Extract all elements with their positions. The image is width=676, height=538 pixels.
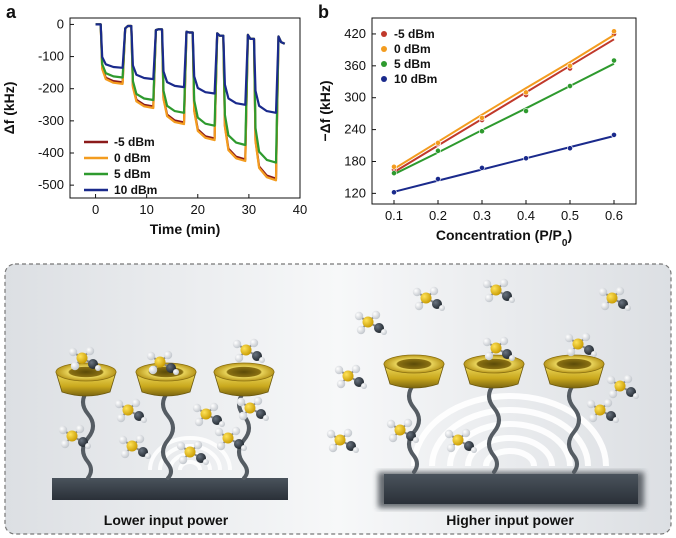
chart-b-legend-swatch xyxy=(381,31,387,37)
chart-a-xtick-label: 20 xyxy=(191,202,205,217)
left-substrate xyxy=(52,478,288,500)
chart-b-point xyxy=(435,139,441,146)
left-cup-3 xyxy=(213,362,275,397)
chart-b-legend-label: 0 dBm xyxy=(394,42,431,56)
chart-b-point xyxy=(611,28,617,35)
chart-a-xtick-label: 10 xyxy=(139,202,153,217)
chart-b-xtick-label: 0.5 xyxy=(561,208,579,223)
chart-b-point xyxy=(435,147,441,154)
chart-a-legend-label: 10 dBm xyxy=(114,183,157,197)
chart-b-point xyxy=(435,176,441,182)
right-cup-2 xyxy=(463,354,525,389)
chart-a-xlabel: Time (min) xyxy=(150,221,221,237)
chart-b-point xyxy=(567,62,573,69)
chart-a-frame xyxy=(69,17,301,199)
chart-b-point xyxy=(611,132,617,138)
chart-b-point xyxy=(479,164,485,171)
panel-b-letter: b xyxy=(318,2,329,22)
chart-b-xlabel: Concentration (P/P0) xyxy=(436,227,572,249)
chart-b-fit-line xyxy=(393,62,615,176)
chart-b-point xyxy=(391,163,397,170)
chart-b-point xyxy=(479,115,485,121)
chart-a-xtick-label: 0 xyxy=(92,202,99,217)
left-cup-2 xyxy=(135,362,197,397)
chart-b-ytick-label: 300 xyxy=(344,90,366,105)
chart-b-xtick-label: 0.2 xyxy=(429,208,447,223)
chart-b-ylabel: −Δf (kHz) xyxy=(317,80,333,141)
chart-a-ytick-label: -300 xyxy=(38,113,64,128)
chart-a-ytick-label: -500 xyxy=(38,177,64,192)
chart-a-ytick-label: 0 xyxy=(57,16,64,31)
chart-b-xtick-label: 0.4 xyxy=(517,208,535,223)
chart-a-xtick-label: 40 xyxy=(293,202,307,217)
right-caption: Higher input power xyxy=(446,512,574,528)
left-cup-1 xyxy=(55,362,117,397)
chart-b-point xyxy=(523,108,529,114)
right-substrate xyxy=(384,474,638,504)
chart-a-ytick-label: -400 xyxy=(38,145,64,160)
chart-b-ytick-label: 120 xyxy=(344,185,366,200)
panel-a-letter: a xyxy=(6,2,17,22)
chart-b-point xyxy=(523,155,529,162)
chart-b-ytick-label: 420 xyxy=(344,26,366,41)
chart-b-frame xyxy=(371,17,637,205)
chart-b-legend-label: 10 dBm xyxy=(394,72,437,86)
chart-a-xtick-label: 30 xyxy=(242,202,256,217)
chart-b-fit-line xyxy=(393,135,615,193)
chart-b-ytick-label: 180 xyxy=(344,153,366,168)
chart-b-point xyxy=(391,170,397,177)
chart-b-point xyxy=(611,57,617,64)
chart-b-fit-line xyxy=(393,34,615,170)
chart-a-ylabel: Δf (kHz) xyxy=(1,82,17,135)
chart-a-ytick-label: -200 xyxy=(38,81,64,96)
chart-b-point xyxy=(523,89,529,96)
right-cup-1 xyxy=(383,354,445,389)
chart-b-legend-swatch xyxy=(381,46,387,52)
chart-b-xtick-label: 0.3 xyxy=(473,208,491,223)
right-wave-icon xyxy=(411,393,609,467)
chart-b-legend-label: -5 dBm xyxy=(394,27,435,41)
chart-b-point xyxy=(567,145,573,152)
chart-b-fit-line xyxy=(393,38,615,173)
chart-a-ytick-label: -100 xyxy=(38,49,64,64)
chart-a-legend-label: -5 dBm xyxy=(114,135,155,149)
left-caption: Lower input power xyxy=(104,512,229,528)
chart-b-point xyxy=(479,128,485,135)
chart-b-xtick-label: 0.1 xyxy=(385,208,403,223)
chart-b-ytick-label: 360 xyxy=(344,58,366,73)
chart-b-legend-swatch xyxy=(381,61,387,67)
chart-a-legend-label: 5 dBm xyxy=(114,167,151,181)
chart-b-legend-label: 5 dBm xyxy=(394,57,431,71)
right-cup-3 xyxy=(543,354,605,389)
chart-b-ytick-label: 240 xyxy=(344,122,366,137)
chart-b-legend-swatch xyxy=(381,76,387,82)
chart-b-point xyxy=(567,83,573,89)
chart-b-xtick-label: 0.6 xyxy=(605,208,623,223)
left-tethers xyxy=(81,388,251,480)
chart-a-legend-label: 0 dBm xyxy=(114,151,151,165)
chart-a-series-line xyxy=(95,23,286,114)
chart-b-point xyxy=(391,189,397,196)
